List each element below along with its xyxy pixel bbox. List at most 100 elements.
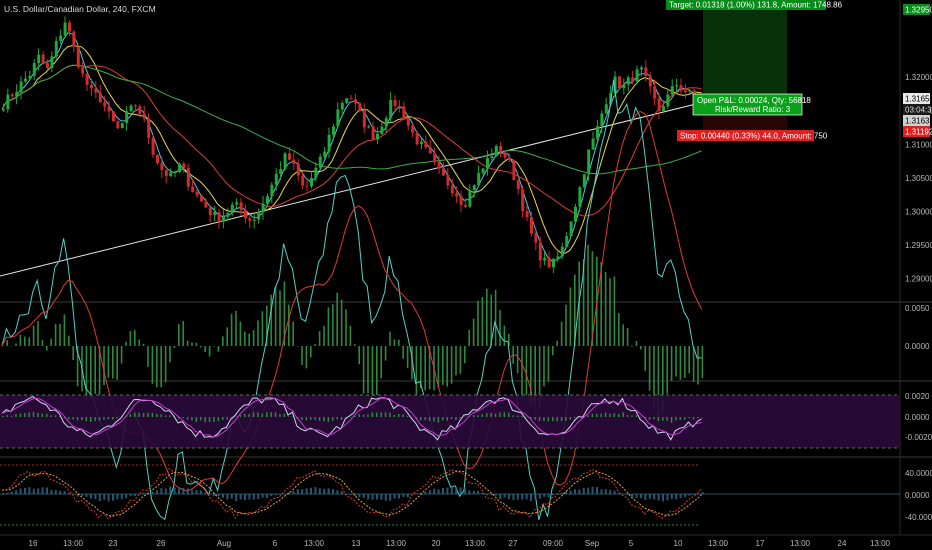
- candle[interactable]: [94, 88, 98, 93]
- candle[interactable]: [398, 105, 401, 107]
- candle[interactable]: [340, 103, 344, 110]
- candle[interactable]: [120, 123, 124, 129]
- candle[interactable]: [239, 202, 243, 211]
- candle[interactable]: [406, 118, 410, 126]
- candle[interactable]: [85, 73, 89, 85]
- candle[interactable]: [226, 213, 230, 217]
- candle[interactable]: [217, 212, 221, 222]
- candle[interactable]: [679, 85, 683, 91]
- candle[interactable]: [103, 102, 107, 107]
- candle[interactable]: [362, 110, 366, 128]
- candle[interactable]: [631, 77, 635, 82]
- candle[interactable]: [204, 201, 208, 208]
- candle[interactable]: [41, 54, 45, 63]
- candle[interactable]: [125, 111, 129, 124]
- candle[interactable]: [345, 98, 349, 104]
- candle[interactable]: [578, 187, 582, 207]
- candle[interactable]: [424, 141, 428, 148]
- candle[interactable]: [521, 189, 525, 212]
- candle[interactable]: [644, 67, 648, 77]
- candle[interactable]: [147, 118, 151, 138]
- candle[interactable]: [15, 92, 19, 97]
- candle[interactable]: [305, 185, 309, 187]
- candle[interactable]: [182, 163, 186, 168]
- candle[interactable]: [81, 67, 85, 74]
- candle[interactable]: [393, 99, 397, 106]
- macd-panel[interactable]: [1, 79, 704, 521]
- candle[interactable]: [415, 132, 419, 145]
- candle[interactable]: [310, 178, 313, 187]
- candle[interactable]: [327, 134, 331, 152]
- candle[interactable]: [376, 133, 379, 140]
- candle[interactable]: [565, 236, 569, 247]
- candle[interactable]: [332, 126, 335, 135]
- candle[interactable]: [257, 211, 261, 220]
- candle[interactable]: [107, 106, 111, 112]
- candle[interactable]: [279, 168, 283, 174]
- candle[interactable]: [195, 191, 199, 196]
- candle[interactable]: [428, 147, 432, 154]
- candle[interactable]: [384, 118, 388, 127]
- candle[interactable]: [688, 90, 692, 92]
- candle[interactable]: [450, 185, 454, 194]
- candle[interactable]: [354, 99, 357, 104]
- candle[interactable]: [296, 163, 300, 176]
- candle[interactable]: [19, 81, 23, 93]
- candle[interactable]: [349, 98, 353, 100]
- candle[interactable]: [358, 103, 362, 111]
- candle[interactable]: [68, 22, 71, 32]
- candle[interactable]: [169, 172, 173, 176]
- candle[interactable]: [129, 105, 133, 112]
- candle[interactable]: [494, 145, 498, 157]
- candle[interactable]: [556, 256, 560, 259]
- candle[interactable]: [24, 78, 27, 82]
- oscillator-panel[interactable]: [0, 464, 900, 526]
- candle[interactable]: [503, 152, 507, 158]
- candle[interactable]: [596, 126, 599, 139]
- candle[interactable]: [530, 217, 533, 234]
- stochastic-panel[interactable]: [0, 394, 900, 449]
- candle[interactable]: [666, 94, 670, 107]
- candle[interactable]: [481, 168, 485, 174]
- candle[interactable]: [32, 63, 36, 76]
- candle[interactable]: [134, 105, 137, 107]
- candle[interactable]: [582, 174, 586, 188]
- candle[interactable]: [600, 113, 604, 127]
- candle[interactable]: [591, 138, 595, 150]
- candle[interactable]: [178, 163, 181, 173]
- candle[interactable]: [46, 62, 49, 69]
- candle[interactable]: [116, 121, 120, 129]
- candle[interactable]: [569, 221, 573, 237]
- candle[interactable]: [248, 218, 252, 221]
- candle[interactable]: [200, 195, 203, 202]
- candle[interactable]: [59, 35, 63, 42]
- candle[interactable]: [186, 167, 190, 187]
- candle[interactable]: [420, 141, 423, 145]
- candle[interactable]: [560, 246, 564, 257]
- candle[interactable]: [112, 111, 115, 122]
- candle[interactable]: [164, 170, 168, 176]
- candle[interactable]: [54, 41, 58, 57]
- candle[interactable]: [543, 257, 547, 261]
- candle[interactable]: [684, 90, 687, 92]
- candle[interactable]: [389, 99, 393, 119]
- candle[interactable]: [323, 151, 327, 157]
- candle[interactable]: [613, 76, 617, 94]
- candle[interactable]: [433, 153, 437, 162]
- time-axis[interactable]: 16 13:00 23 26 Aug 6 13:00 13 13:00 20 13:00 27 09:0…: [29, 539, 891, 548]
- candle[interactable]: [288, 153, 291, 160]
- candle[interactable]: [472, 185, 476, 191]
- candle[interactable]: [283, 153, 287, 169]
- candle[interactable]: [464, 204, 467, 207]
- candlestick-series[interactable]: [2, 16, 705, 274]
- candle[interactable]: [10, 94, 14, 97]
- candle[interactable]: [442, 168, 445, 176]
- candle[interactable]: [675, 85, 679, 87]
- candle[interactable]: [538, 242, 542, 261]
- candle[interactable]: [208, 207, 212, 215]
- candle[interactable]: [468, 190, 472, 207]
- candle[interactable]: [459, 196, 463, 205]
- candle[interactable]: [622, 84, 626, 89]
- candle[interactable]: [574, 206, 577, 222]
